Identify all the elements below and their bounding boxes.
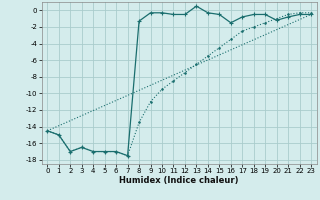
X-axis label: Humidex (Indice chaleur): Humidex (Indice chaleur) [119, 176, 239, 185]
